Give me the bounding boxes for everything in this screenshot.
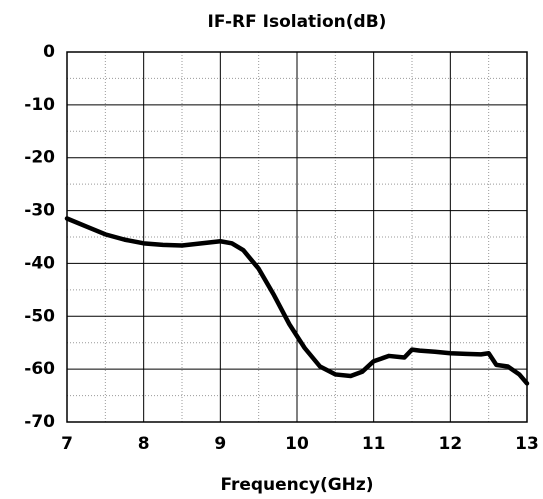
x-tick-label: 9 [214, 434, 226, 454]
x-axis-label: Frequency(GHz) [220, 475, 373, 495]
x-tick-label: 7 [61, 434, 73, 454]
x-tick-label: 8 [138, 434, 150, 454]
y-tick-label: -60 [24, 359, 55, 379]
chart-title: IF-RF Isolation(dB) [208, 12, 387, 32]
y-tick-label: -20 [24, 148, 55, 168]
y-tick-label: -30 [24, 201, 55, 221]
y-tick-label: -70 [24, 412, 55, 432]
data-line [64, 216, 530, 386]
x-tick-label: 11 [362, 434, 386, 454]
x-tick-label: 10 [285, 434, 309, 454]
y-tick-label: -40 [24, 253, 55, 273]
plot-frame [66, 51, 528, 423]
y-tick-label: -50 [24, 306, 55, 326]
x-tick-label: 12 [438, 434, 462, 454]
x-tick-label: 13 [515, 434, 539, 454]
y-tick-label: 0 [43, 42, 55, 62]
y-tick-label: -10 [24, 95, 55, 115]
